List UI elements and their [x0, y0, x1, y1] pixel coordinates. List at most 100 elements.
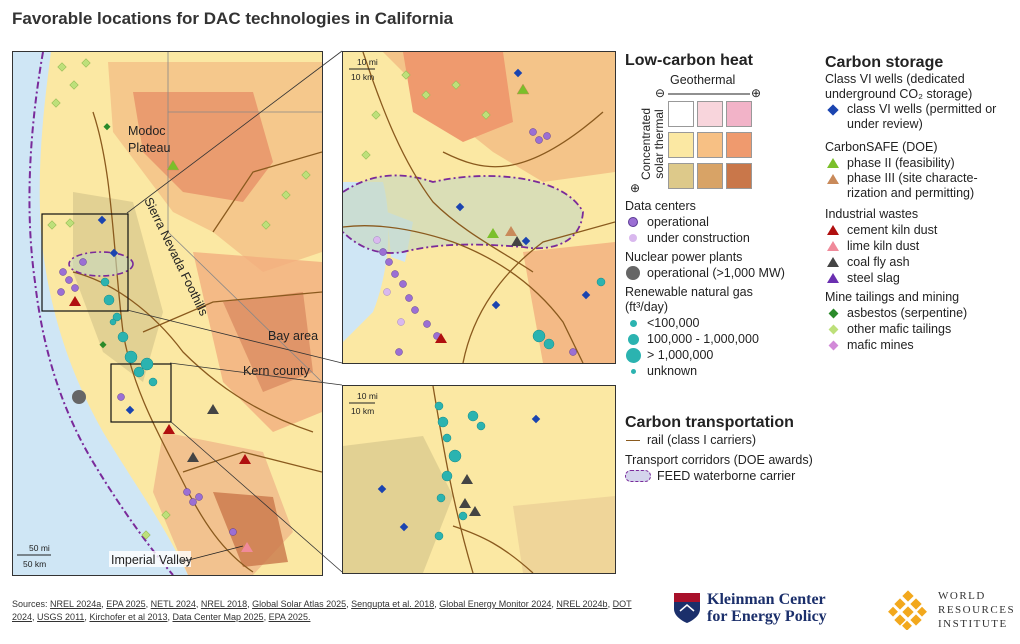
carbonsafe-title: CarbonSAFE (DOE) — [825, 140, 938, 154]
heat-zone — [513, 496, 615, 573]
rail-line — [362, 52, 534, 273]
wri-line2: RESOURCES — [938, 604, 1016, 616]
legend-dc-operational: operational — [625, 214, 820, 230]
heat-cell-1 — [697, 101, 723, 127]
source-link[interactable]: NREL 2018 — [200, 599, 248, 609]
heat-cell-5 — [726, 132, 752, 158]
legend-storage: Carbon storage Class VI wells (dedicated… — [825, 55, 1015, 353]
inset-bay-scalebar: 10 mi 10 km — [349, 57, 378, 82]
wri-emblem-icon — [888, 590, 927, 630]
svg-text:50 mi: 50 mi — [29, 543, 50, 553]
legend-rng-unknown: unknown — [625, 363, 820, 379]
classvi-markers — [97, 215, 135, 415]
legend-rng-small: <100,000 — [625, 315, 820, 331]
source-link[interactable]: NREL 2024a — [50, 599, 102, 609]
leader-imperial — [180, 545, 244, 563]
legend-feed: FEED waterborne carrier — [625, 468, 855, 484]
source-link[interactable]: Global Solar Atlas 2025 — [252, 599, 347, 609]
rail-line — [442, 111, 604, 168]
legend-phase2: phase II (feasibility) — [825, 155, 1015, 171]
svg-text:10 mi: 10 mi — [357, 57, 378, 67]
heat-zone — [523, 242, 615, 363]
rail-line — [462, 221, 615, 363]
heat-zone-imperial — [213, 492, 288, 567]
label-modoc-2: Plateau — [128, 141, 170, 155]
rng-title: Renewable natural gas — [625, 285, 753, 299]
source-link[interactable]: Sengupta et al. 2018 — [351, 599, 435, 609]
legend-dc-construction: under construction — [625, 230, 820, 246]
datacenter-uc-markers — [373, 236, 405, 326]
inset-map-kern[interactable]: 10 mi 10 km — [342, 385, 616, 574]
label-imperial: Imperial Valley — [111, 553, 193, 567]
mafic-mines-icon — [828, 340, 838, 350]
rail-icon — [626, 439, 640, 441]
source-link[interactable]: Data Center Map 2025 — [172, 612, 264, 622]
legend-rng-mid: 100,000 - 1,000,000 — [625, 331, 820, 347]
page-title: Favorable locations for DAC technologies… — [12, 9, 454, 28]
datacenters-title: Data centers — [625, 199, 696, 213]
asbestos-icon — [828, 308, 838, 318]
rail-line — [142, 291, 322, 333]
rng-unit: (ft³/day) — [625, 300, 669, 314]
legend-classvi: class VI wells (permitted or under revie… — [825, 102, 1015, 134]
label-bay: Bay area — [268, 329, 318, 343]
wri-logo[interactable]: WORLD RESOURCES INSTITUTE — [888, 589, 1015, 631]
nuclear-title: Nuclear power plants — [625, 250, 743, 264]
coal-icon — [827, 257, 839, 267]
nuclear-marker — [72, 390, 86, 404]
dc-operational-icon — [628, 217, 638, 227]
steel-icon — [827, 273, 839, 283]
heat-cell-0 — [668, 101, 694, 127]
legend-datacenters: Data centers operational under construct… — [625, 199, 820, 379]
svg-text:10 km: 10 km — [351, 72, 374, 82]
heat-color-grid — [668, 101, 756, 191]
inset-map-bay[interactable]: 10 mi 10 km — [342, 51, 616, 364]
legend-transport: Carbon transportation rail (class I carr… — [625, 415, 855, 484]
penn-shield-icon — [674, 593, 700, 623]
svg-text:50 km: 50 km — [23, 559, 46, 569]
transport-title: Carbon transportation — [625, 414, 794, 431]
industrial-markers — [435, 83, 530, 343]
source-link[interactable]: EPA 2025 — [106, 599, 146, 609]
solar-plus: ⊕ — [630, 181, 641, 195]
svg-text:10 mi: 10 mi — [357, 391, 378, 401]
feed-corridor-bay — [68, 251, 134, 277]
feed-corridor-icon — [625, 470, 651, 482]
legend-steel: steel slag — [825, 270, 1015, 286]
rail-line — [212, 151, 322, 233]
legend-nuclear: operational (>1,000 MW) — [625, 265, 820, 281]
feed-corridor-coast — [28, 52, 174, 575]
heat-cell-6 — [668, 163, 694, 189]
source-link[interactable]: NREL 2024b — [556, 599, 608, 609]
phase2-icon — [827, 158, 839, 168]
main-scalebar: 50 mi 50 km — [17, 543, 51, 569]
legend-heat: Low-carbon heat — [625, 53, 815, 70]
classvi-title: Class VI wells (dedicated underground CO… — [825, 72, 973, 101]
source-link[interactable]: Global Energy Monitor 2024 — [439, 599, 552, 609]
sources-list: NREL 2024a, EPA 2025, NETL 2024, NREL 20… — [12, 599, 632, 622]
rng-small-icon — [629, 319, 637, 327]
source-link[interactable]: DOT 2024 — [12, 599, 632, 622]
dc-construction-icon — [629, 234, 637, 242]
source-link[interactable]: Kirchofer et al 2013 — [89, 612, 168, 622]
heat-matrix: Geothermal ⊖ ⊕ Concentrated solar therma… — [628, 73, 818, 198]
rail-line — [92, 111, 254, 573]
legend-rail: rail (class I carriers) — [625, 432, 855, 448]
phase3-icon — [827, 174, 839, 184]
kleinman-line2: for Energy Policy — [707, 608, 827, 625]
rng-unknown-icon — [630, 368, 636, 374]
rail-line — [72, 271, 314, 433]
inset-kern-scalebar: 10 mi 10 km — [349, 391, 378, 416]
cement-icon — [827, 225, 839, 235]
wri-line1: WORLD — [938, 590, 986, 602]
heat-zone-core — [223, 292, 313, 392]
datacenter-markers — [379, 128, 577, 356]
source-link[interactable]: USGS 2011 — [37, 612, 85, 622]
rng-markers — [434, 401, 486, 541]
legend-asbestos: asbestos (serpentine) — [825, 305, 1015, 321]
source-link[interactable]: EPA 2025. — [268, 612, 311, 622]
geothermal-label: Geothermal — [670, 73, 736, 87]
source-link[interactable]: NETL 2024 — [150, 599, 196, 609]
kleinman-logo[interactable]: Kleinman Center for Energy Policy — [672, 591, 827, 625]
legend-rng-large: > 1,000,000 — [625, 347, 820, 363]
